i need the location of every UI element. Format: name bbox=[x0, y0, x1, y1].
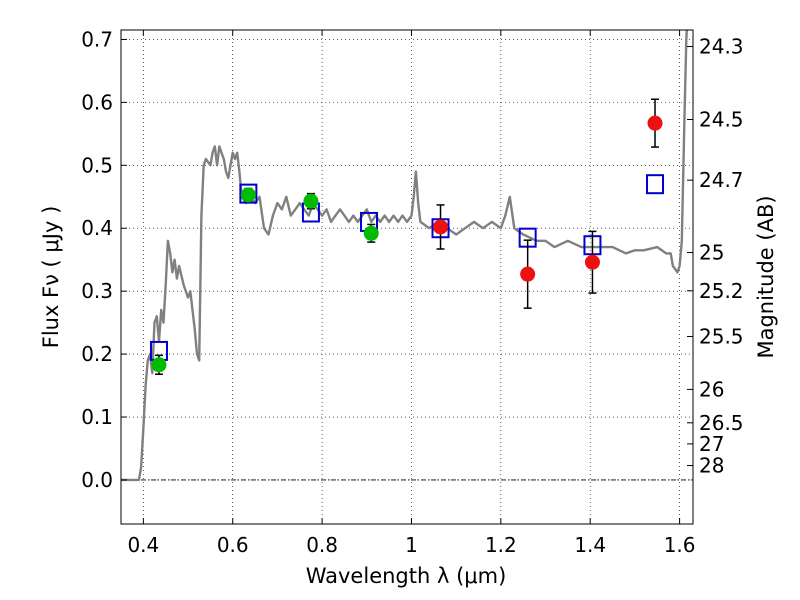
y-tick-label: 0.2 bbox=[81, 342, 113, 366]
magnitude-tick-label: 25.5 bbox=[699, 324, 744, 348]
plot-content bbox=[121, 30, 689, 482]
x-tick-label: 0.4 bbox=[127, 533, 159, 557]
magnitude-tick-label: 24.5 bbox=[699, 107, 744, 131]
y-axis: 0.0 0.1 0.2 0.3 0.4 0.5 0.6 0.7 bbox=[81, 27, 127, 492]
y-tick-label: 0.5 bbox=[81, 153, 113, 177]
magnitude-tick-label: 26.5 bbox=[699, 411, 744, 435]
observed-data-point bbox=[647, 115, 663, 131]
model-photometry-square bbox=[239, 183, 258, 204]
magnitude-tick-label: 26 bbox=[699, 377, 724, 401]
observed-data-point bbox=[363, 225, 379, 241]
observed-data-point bbox=[151, 357, 167, 373]
y-tick-label: 0.3 bbox=[81, 279, 113, 303]
magnitude-tick-label: 25.2 bbox=[699, 279, 744, 303]
x-tick-label: 0.6 bbox=[217, 533, 249, 557]
magnitude-axis-label: Magnitude (AB) bbox=[754, 195, 778, 358]
y-tick-label: 0.7 bbox=[81, 27, 113, 51]
x-tick-label: 1 bbox=[405, 533, 418, 557]
x-tick-label: 1.4 bbox=[574, 533, 606, 557]
magnitude-tick-label: 24.3 bbox=[699, 35, 744, 59]
plot-frame bbox=[120, 29, 694, 525]
plot-area bbox=[121, 30, 693, 524]
y-tick-label: 0.6 bbox=[81, 90, 113, 114]
y-tick-label: 0.0 bbox=[81, 468, 113, 492]
magnitude-tick-label: 24.7 bbox=[699, 168, 744, 192]
model-photometry-square bbox=[646, 174, 665, 195]
grid bbox=[121, 30, 693, 524]
magnitude-tick-label: 27 bbox=[699, 432, 724, 456]
observed-data-point bbox=[240, 187, 256, 203]
y-axis-label: Flux Fν ( μJy ) bbox=[39, 206, 63, 349]
x-tick-label: 1.6 bbox=[664, 533, 696, 557]
magnitude-tick-label: 25 bbox=[699, 241, 724, 265]
x-tick-label: 0.8 bbox=[306, 533, 338, 557]
observed-data-point bbox=[303, 193, 319, 209]
observed-data-point bbox=[584, 254, 600, 270]
observed-data-point bbox=[433, 219, 449, 235]
y-tick-label: 0.4 bbox=[81, 216, 113, 240]
x-tick-label: 1.2 bbox=[485, 533, 517, 557]
x-axis-label: Wavelength λ (μm) bbox=[306, 564, 507, 588]
magnitude-tick-label: 28 bbox=[699, 454, 724, 478]
observed-data-point bbox=[520, 266, 536, 282]
y-tick-label: 0.1 bbox=[81, 405, 113, 429]
x-axis: 0.4 0.6 0.8 1 1.2 1.4 1.6 bbox=[127, 30, 696, 557]
